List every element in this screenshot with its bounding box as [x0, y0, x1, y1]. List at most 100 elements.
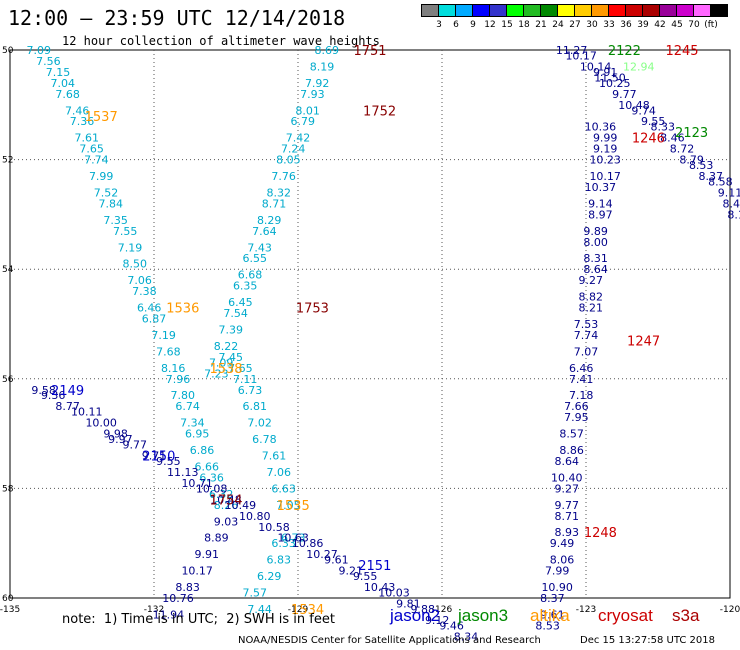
- wave-height-value: 8.26: [214, 499, 239, 512]
- wave-height-value: 7.38: [132, 285, 157, 298]
- wave-height-value: 9.19: [593, 143, 618, 156]
- legend-label: 45: [671, 20, 683, 30]
- wave-height-value: 10.03: [378, 587, 410, 600]
- page-subtitle: 12 hour collection of altimeter wave hei…: [62, 34, 380, 48]
- wave-height-value: 7.44: [247, 603, 272, 616]
- wave-height-value: 8.06: [550, 554, 575, 567]
- wave-height-value: 9.46: [439, 619, 464, 632]
- pass-id-label: 1753: [296, 302, 329, 317]
- wave-height-value: 7.64: [252, 225, 277, 238]
- wave-height-value: 7.05: [276, 499, 301, 512]
- wave-height-value: 10.80: [239, 510, 271, 523]
- satellite-altika: altika: [530, 606, 570, 625]
- wave-height-value: 6.87: [142, 313, 167, 326]
- wave-height-value: 7.92: [305, 77, 330, 90]
- legend-swatch: [710, 4, 728, 17]
- wave-height-value: 6.78: [252, 433, 277, 446]
- wave-height-value: 12.94: [623, 60, 655, 73]
- wave-height-value: 10.25: [599, 77, 631, 90]
- wave-height-value: 9.55: [353, 570, 378, 583]
- wave-height-value: 6.66: [195, 460, 220, 473]
- pass-id-label: 2123: [675, 126, 708, 141]
- legend-label: 15: [501, 20, 513, 30]
- wave-height-value: 8.82: [579, 291, 604, 304]
- legend-label: 30: [586, 20, 598, 30]
- wave-height-value: 7.09: [27, 44, 52, 57]
- x-tick-label: -120: [720, 605, 740, 615]
- wave-height-value: 8.53: [535, 619, 560, 632]
- y-tick-label: 58: [2, 484, 14, 494]
- wave-height-value: 6.95: [185, 428, 210, 441]
- legend-swatches: [421, 4, 728, 17]
- wave-height-value: 10.40: [551, 471, 583, 484]
- wave-height-value: 7.66: [564, 400, 589, 413]
- wave-height-value: 10.63: [277, 532, 309, 545]
- wave-height-value: 7.15: [46, 66, 71, 79]
- wave-height-value: 9.36: [41, 389, 66, 402]
- legend-label: 9: [470, 20, 476, 30]
- pass-id-label: 1751: [353, 44, 386, 59]
- wave-height-value: 6.32: [209, 488, 234, 501]
- wave-height-value: 7.46: [65, 104, 90, 117]
- x-tick-label: -123: [576, 605, 596, 615]
- wave-height-value: 7.55: [113, 225, 138, 238]
- pass-id-label: 1248: [584, 526, 617, 541]
- wave-height-value: 7.65: [79, 143, 104, 156]
- legend-label: 39: [637, 20, 649, 30]
- wave-height-value: 7.52: [94, 186, 119, 199]
- pass-id-label: 2122: [608, 44, 641, 59]
- wave-height-value: 7.41: [569, 373, 594, 386]
- wave-height-value: 9.58: [31, 384, 56, 397]
- wave-height-value: 8.37: [540, 592, 565, 605]
- wave-height-value: 7.11: [233, 373, 258, 386]
- wave-height-value: 8.64: [583, 263, 608, 276]
- wave-height-value: 8.50: [123, 258, 148, 271]
- wave-height-value: 7.80: [171, 389, 196, 402]
- legend-label: 33: [603, 20, 615, 30]
- satellite-jason3: jason3: [458, 606, 509, 625]
- x-tick-label: -132: [144, 605, 164, 615]
- wave-height-value: 10.11: [71, 406, 103, 419]
- wave-height-value: 8.71: [262, 197, 287, 210]
- wave-height-value: 8.53: [689, 159, 714, 172]
- wave-height-value: 7.68: [55, 88, 80, 101]
- wave-height-value: 7.74: [574, 329, 599, 342]
- wave-height-value: 8.17: [727, 208, 740, 221]
- pass-id-label: 1537: [85, 110, 118, 125]
- wave-height-value: 8.45: [723, 197, 740, 210]
- wave-height-value: 7.99: [545, 565, 570, 578]
- wave-height-value: 7.45: [219, 351, 244, 364]
- wave-height-value: 6.73: [238, 384, 263, 397]
- wave-height-value: 9.14: [588, 197, 613, 210]
- wave-height-value: 10.43: [364, 581, 396, 594]
- wave-height-value: 7.04: [51, 77, 76, 90]
- y-tick-label: 56: [2, 375, 14, 385]
- wave-height-value: 7.07: [574, 345, 599, 358]
- wave-height-value: 11.27: [556, 44, 588, 57]
- pass-id-label: 1535: [277, 499, 310, 514]
- wave-height-value: 8.93: [555, 526, 580, 539]
- pass-id-label: 1752: [363, 104, 396, 119]
- legend-label: 18: [518, 20, 530, 30]
- pass-id-label: 2149: [51, 384, 84, 399]
- wave-height-value: 8.31: [583, 252, 608, 265]
- wave-height-value: 8.58: [708, 176, 733, 189]
- legend-labels: 3 6 9 12 15 18 21 24 27 30 33 36 39 42 45 70 (ft): [422, 20, 728, 34]
- y-tick-label: 54: [2, 265, 14, 275]
- wave-height-value: 7.06: [267, 466, 292, 479]
- wave-height-value: 10.00: [85, 417, 117, 430]
- wave-height-value: 9.27: [579, 274, 604, 287]
- wave-height-value: 9.12: [425, 614, 450, 627]
- wave-height-value: 9.21: [339, 565, 364, 578]
- wave-height-value: 9.55: [156, 455, 181, 468]
- wave-height-value: 8.77: [55, 400, 80, 413]
- wave-height-value: 7.35: [103, 214, 128, 227]
- legend-label: 12: [484, 20, 496, 30]
- wave-height-value: 10.08: [196, 482, 228, 495]
- wave-height-value: 9.98: [103, 428, 128, 441]
- wave-height-value: 9.61: [324, 554, 349, 567]
- wave-height-value: 9.74: [631, 104, 656, 117]
- pass-id-label: 2151: [358, 559, 391, 574]
- wave-height-value: 8.69: [315, 44, 340, 57]
